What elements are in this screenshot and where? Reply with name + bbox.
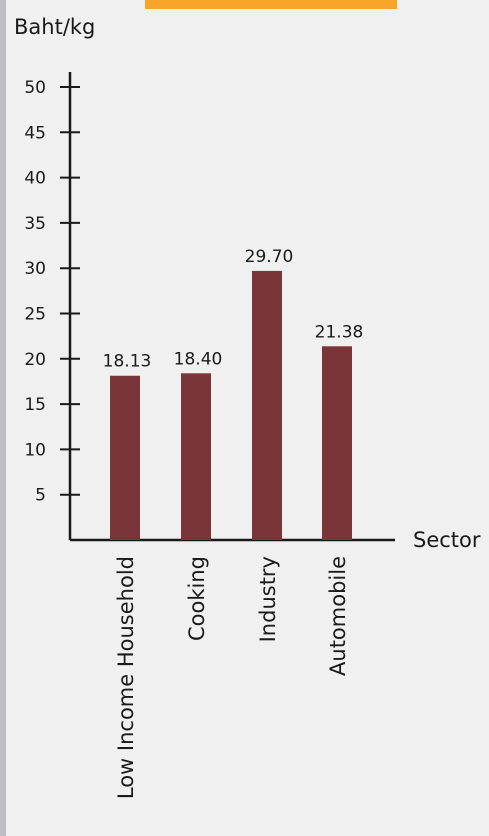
bar-low-income-household (110, 375, 140, 540)
y-tick-label: 10 (24, 440, 46, 460)
y-tick-label: 15 (24, 395, 46, 415)
y-tick-label: 50 (24, 78, 46, 98)
y-axis-title: Baht/kg (14, 15, 95, 39)
bar-value-label: 29.70 (245, 247, 294, 267)
bar-cooking (181, 373, 211, 540)
y-tick-label: 25 (24, 305, 46, 325)
bar-value-label: 21.38 (315, 322, 364, 342)
category-label: Automobile (326, 556, 350, 676)
x-axis-title: Sector (413, 528, 481, 552)
y-tick-label: 35 (24, 214, 46, 234)
category-label: Cooking (185, 556, 209, 641)
left-stripe (0, 0, 6, 836)
bar-value-label: 18.40 (174, 349, 223, 369)
bar-industry (252, 270, 282, 540)
y-tick-label: 5 (35, 486, 46, 506)
category-label: Industry (256, 556, 280, 642)
bar-automobile (322, 346, 352, 540)
y-tick-label: 45 (24, 123, 46, 143)
y-tick-label: 40 (24, 169, 46, 189)
y-tick-label: 20 (24, 350, 46, 370)
bar-value-label: 18.13 (103, 352, 152, 372)
top-banner (145, 0, 397, 9)
y-tick-label: 30 (24, 259, 46, 279)
category-label: Low Income Household (114, 556, 138, 799)
